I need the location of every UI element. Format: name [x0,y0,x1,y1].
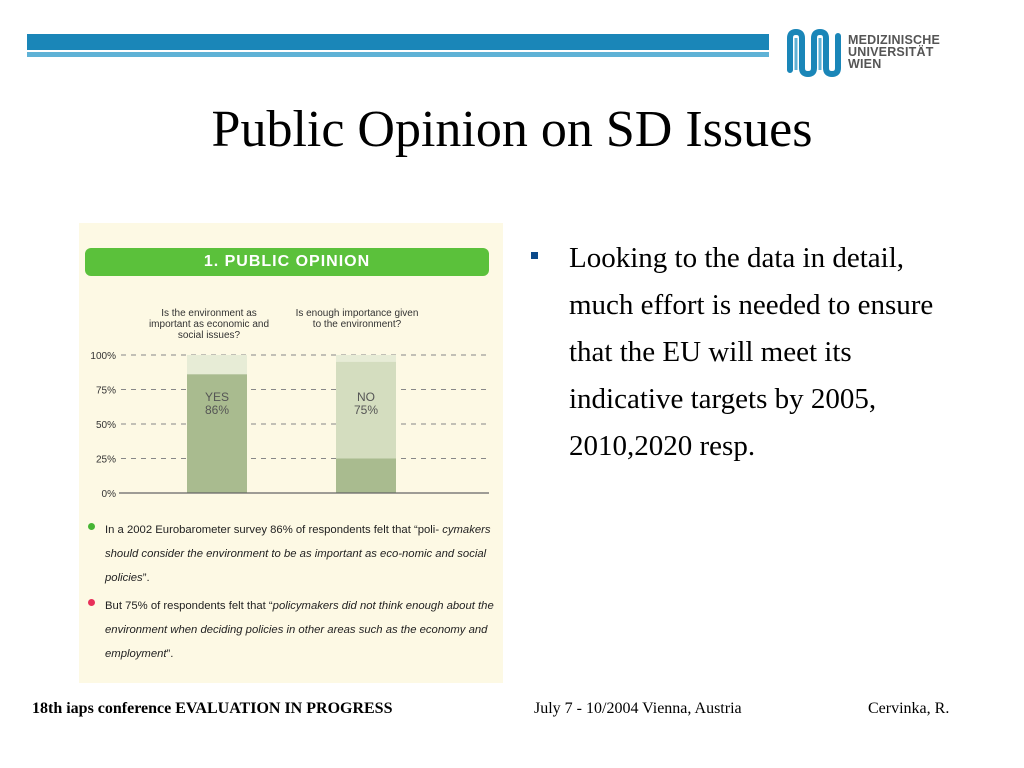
mu-logo-icon [787,28,841,78]
y-tick-label: 0% [102,489,117,500]
square-bullet-icon [531,252,538,259]
bullet-point-text: Looking to the data in detail, much effo… [569,242,934,462]
logo-line-2: UNIVERSITÄT [848,45,934,59]
note-2-end: ”. [166,648,174,660]
figure-heading: 1. PUBLIC OPINION [85,248,489,276]
bar-remaining-share [336,458,396,493]
y-tick-label: 50% [96,420,116,431]
slide-title: Public Opinion on SD Issues [211,101,813,158]
note-2-quote: policymakers did not think enough about … [105,600,494,660]
footer-author: Cervinka, R. [868,700,950,717]
question-1-label: Is the environment as important as econo… [148,308,270,341]
question-2-label: Is enough importance given to the enviro… [295,308,419,330]
note-1-text: In a 2002 Eurobarometer survey 86% of re… [105,524,440,536]
note-2-text: But 75% of respondents felt that “ [105,600,273,612]
y-tick-label: 25% [96,455,116,466]
logo-line-3: WIEN [848,57,882,71]
university-logo: MEDIZINISCHE UNIVERSITÄT WIEN [784,24,998,82]
y-tick-label: 100% [90,351,116,362]
note-1-end: ”. [142,572,150,584]
y-tick-label: 75% [96,386,116,397]
logo-wordmark: MEDIZINISCHE UNIVERSITÄT WIEN [848,33,940,71]
logo-line-1: MEDIZINISCHE [848,33,940,47]
bar-no-share [336,361,396,459]
figure-note-1: In a 2002 Eurobarometer survey 86% of re… [105,518,497,590]
note-1-quote: cymakers should consider the environment… [105,524,491,584]
bar-value [187,374,247,493]
bar-data-label: 86% [205,403,229,417]
footer-conference: 18th iaps conference EVALUATION IN PROGR… [32,700,393,717]
bar-data-label: YES [205,390,229,404]
figure-note-2: But 75% of respondents felt that “policy… [105,594,497,666]
header-accent-bar-thin [27,52,769,57]
red-bullet-icon [88,599,95,606]
bar-data-label: NO [357,390,375,404]
public-opinion-figure: 1. PUBLIC OPINION Is the environment as … [79,223,503,683]
header-accent-bar [27,34,769,50]
green-bullet-icon [88,523,95,530]
bar-data-label: 75% [354,403,378,417]
footer-date-location: July 7 - 10/2004 Vienna, Austria [534,700,742,717]
